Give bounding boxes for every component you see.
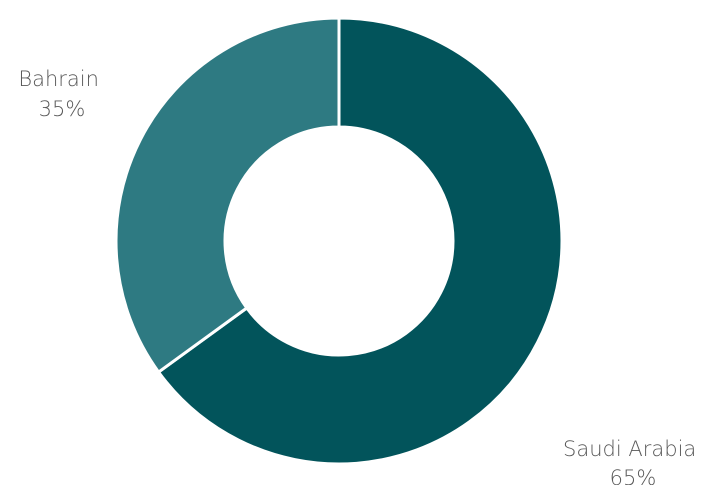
slice-category-bahrain: Bahrain <box>18 67 99 91</box>
slice-label-bahrain: Bahrain 35% <box>18 67 105 121</box>
slice-bahrain <box>114 16 341 375</box>
slice-value-saudi-arabia: 65% <box>610 466 657 485</box>
slice-value-bahrain: 35% <box>39 97 86 121</box>
donut-slices <box>114 16 564 466</box>
slice-saudi-arabia <box>156 16 564 466</box>
slice-category-saudi-arabia: Saudi Arabia <box>563 437 696 461</box>
slice-label-saudi-arabia: Saudi Arabia 65% <box>563 437 703 485</box>
